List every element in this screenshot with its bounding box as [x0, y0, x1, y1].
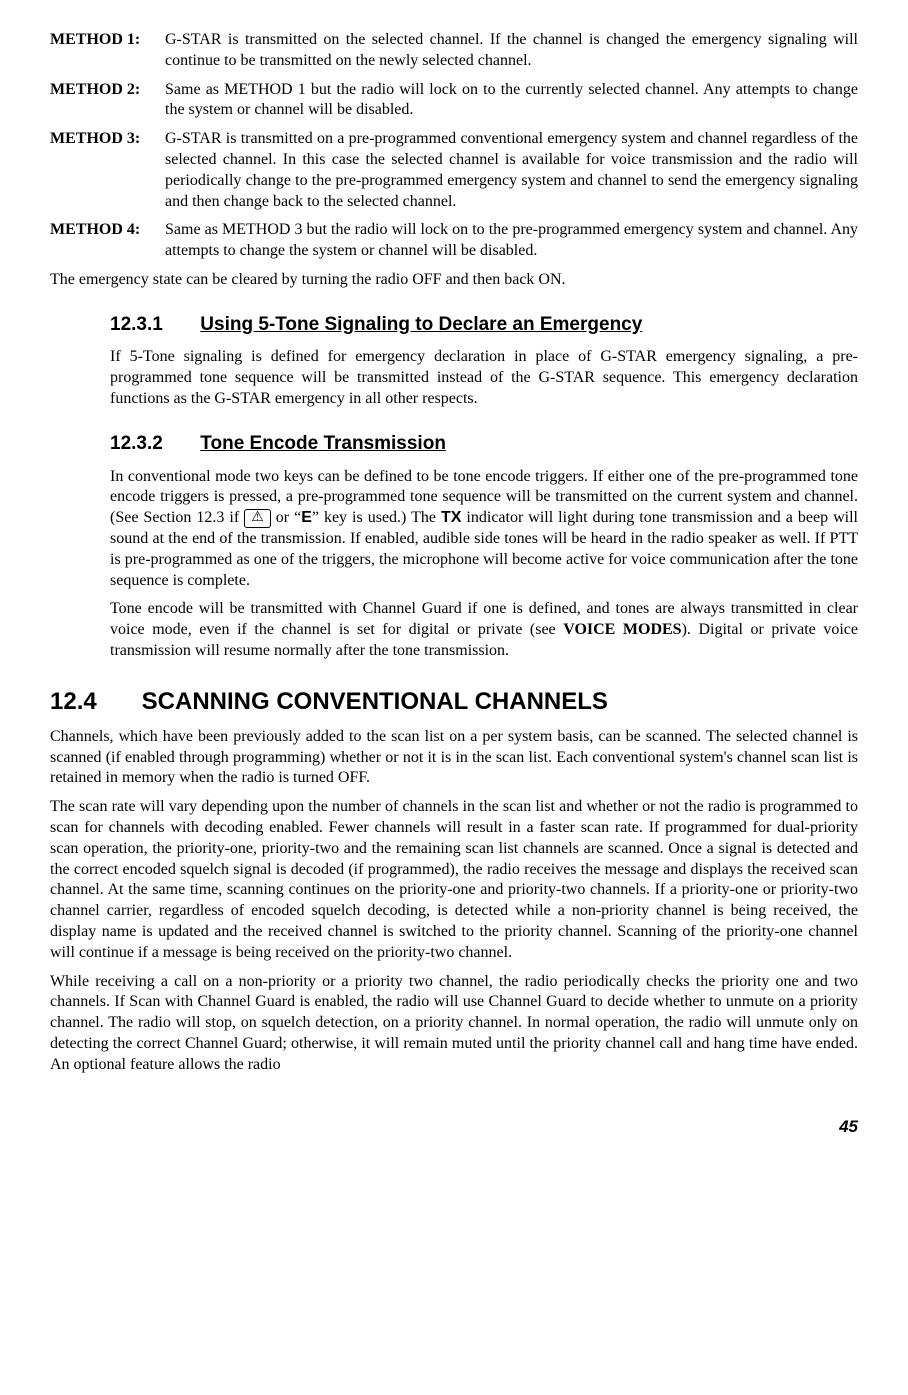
- section-12-4-p2: The scan rate will vary depending upon t…: [50, 797, 858, 963]
- clear-state-text: The emergency state can be cleared by tu…: [50, 270, 858, 291]
- method-row: METHOD 1: G-STAR is transmitted on the s…: [50, 30, 858, 72]
- section-12-4-p1: Channels, which have been previously add…: [50, 727, 858, 789]
- tx-indicator-label: TX: [441, 509, 461, 526]
- section-12-4-p3: While receiving a call on a non-priority…: [50, 972, 858, 1076]
- heading-12-4: 12.4 SCANNING CONVENTIONAL CHANNELS: [50, 686, 858, 717]
- text-fragment: ” key is used.) The: [312, 509, 441, 526]
- heading-num: 12.4: [50, 686, 135, 717]
- method-label: METHOD 4:: [50, 220, 165, 262]
- emergency-key-icon: ⚠: [244, 509, 271, 528]
- heading-num: 12.3.2: [110, 432, 195, 457]
- heading-title: Tone Encode Transmission: [200, 433, 446, 454]
- method-row: METHOD 3: G-STAR is transmitted on a pre…: [50, 129, 858, 212]
- heading-num: 12.3.1: [110, 313, 195, 338]
- section-12-3-2-p2: Tone encode will be transmitted with Cha…: [110, 599, 858, 661]
- method-label: METHOD 1:: [50, 30, 165, 72]
- page-number: 45: [50, 1116, 858, 1138]
- method-body: Same as METHOD 3 but the radio will lock…: [165, 220, 858, 262]
- method-row: METHOD 4: Same as METHOD 3 but the radio…: [50, 220, 858, 262]
- method-body: G-STAR is transmitted on a pre-programme…: [165, 129, 858, 212]
- method-label: METHOD 3:: [50, 129, 165, 212]
- method-row: METHOD 2: Same as METHOD 1 but the radio…: [50, 80, 858, 122]
- section-12-3-1-p1: If 5-Tone signaling is defined for emerg…: [110, 347, 858, 409]
- section-12-3-1: 12.3.1 Using 5-Tone Signaling to Declare…: [110, 313, 858, 662]
- method-body: Same as METHOD 1 but the radio will lock…: [165, 80, 858, 122]
- heading-12-3-2: 12.3.2 Tone Encode Transmission: [110, 432, 858, 457]
- method-body: G-STAR is transmitted on the selected ch…: [165, 30, 858, 72]
- heading-title: SCANNING CONVENTIONAL CHANNELS: [142, 688, 608, 715]
- heading-title: Using 5-Tone Signaling to Declare an Eme…: [200, 314, 642, 335]
- text-fragment: or “: [276, 509, 301, 526]
- method-label: METHOD 2:: [50, 80, 165, 122]
- e-key-label: E: [301, 509, 312, 526]
- voice-modes-label: VOICE MODES: [563, 621, 681, 638]
- section-12-3-2-p1: In conventional mode two keys can be def…: [110, 467, 858, 592]
- heading-12-3-1: 12.3.1 Using 5-Tone Signaling to Declare…: [110, 313, 858, 338]
